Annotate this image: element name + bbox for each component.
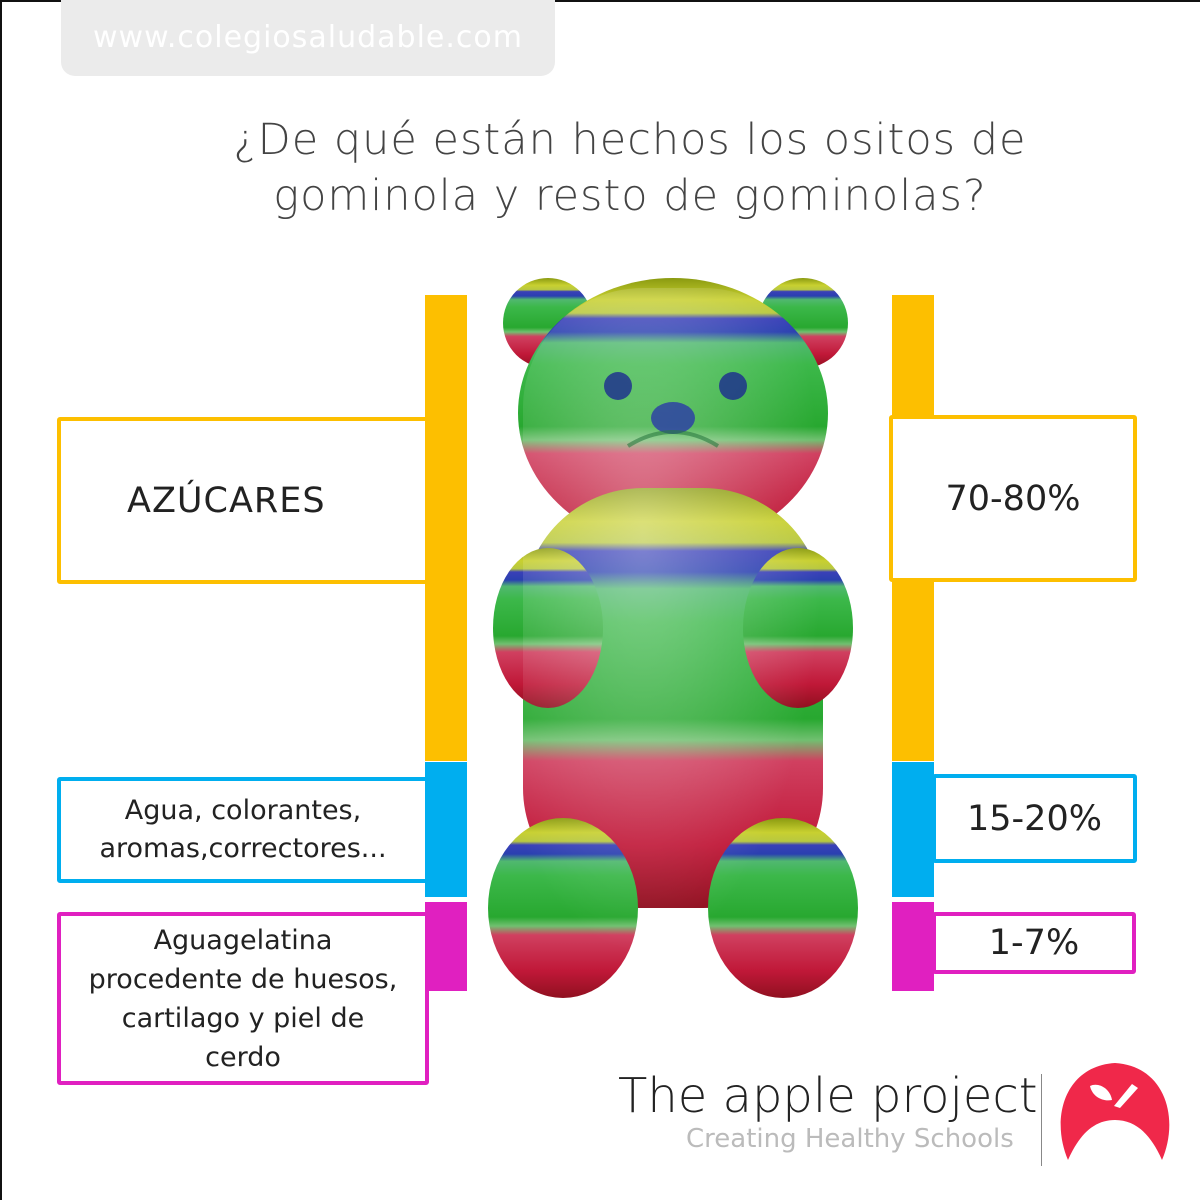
label-gelatin-line: cartilago y piel de [121,1002,365,1034]
label-gelatin-line: procedente de huesos, [88,963,398,995]
label-sugar-text: AZÚCARES [127,480,326,521]
right-bar-gelatin [892,902,934,991]
left-bar-gelatin [425,902,467,991]
label-gelatin: Aguagelatina procedente de huesos, cartila… [57,912,429,1085]
top-border [0,0,1200,2]
value-sugar: 70-80% [889,415,1137,582]
title-line-2: gominola y resto de gominolas? [273,171,987,221]
left-bar-water [425,762,467,897]
value-water: 15-20% [932,774,1137,863]
footer-divider [1041,1074,1042,1166]
label-water: Agua, colorantes, aromas,correctores... [57,777,429,883]
label-gelatin-line: cerdo [205,1041,281,1073]
brand-name: The apple project [618,1068,1038,1124]
value-water-text: 15-20% [967,798,1102,839]
page-title: ¿De qué están hechos los ositos de gomin… [180,112,1080,224]
brand-slogan: Creating Healthy Schools [686,1124,1014,1154]
left-border [0,0,2,1200]
value-gelatin-text: 1-7% [988,923,1080,963]
right-bar-water [892,762,934,897]
label-water-line: Agua, colorantes, [124,795,362,826]
value-sugar-text: 70-80% [945,478,1081,519]
label-gelatin-line: Aguagelatina [153,924,333,956]
title-line-1: ¿De qué están hechos los ositos de [233,115,1027,165]
value-gelatin: 1-7% [932,912,1136,974]
label-water-line: aromas,correctores... [99,833,387,864]
website-url: www.colegiosaludable.com [61,0,555,76]
gummy-bear-illustration [488,278,858,998]
label-sugar: AZÚCARES [57,417,429,584]
apple-icon [1060,1063,1170,1160]
left-bar-sugar [425,295,467,761]
